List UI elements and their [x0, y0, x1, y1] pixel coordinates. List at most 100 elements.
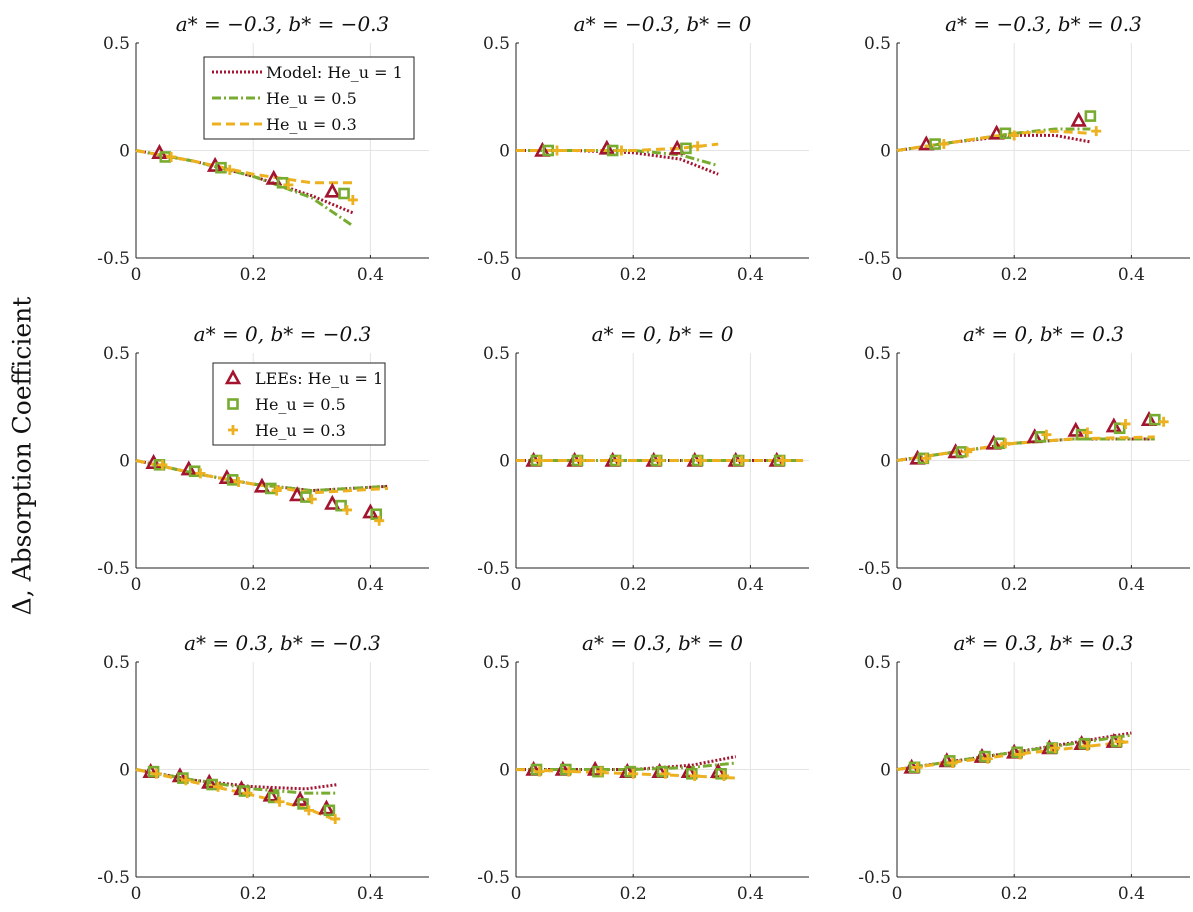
lees-marker-3	[777, 455, 788, 466]
lees-marker-1	[262, 786, 279, 802]
lees-marker-3	[1091, 126, 1102, 137]
lees-marker-3	[213, 781, 224, 792]
lees-marker-3	[330, 813, 341, 824]
lees-marker-1	[233, 780, 250, 796]
lees-marker-3	[347, 194, 358, 205]
x-tick-label: 0.2	[620, 575, 647, 595]
x-tick-label: 0.2	[1001, 575, 1028, 595]
lees-marker-3	[1015, 749, 1026, 760]
x-tick-label: 0.2	[240, 575, 267, 595]
lees-marker-3	[595, 766, 606, 777]
lees-marker-1	[324, 182, 341, 198]
lees-marker-3	[233, 477, 244, 487]
lees-marker-3	[180, 775, 191, 786]
x-tick-label: 0	[892, 265, 903, 285]
lees-marker-1	[985, 434, 1002, 450]
panel-6: 0 0.2 0.40.50-0.5a* = 0, b* = 0.3	[858, 322, 1190, 595]
y-tick-label: 0.5	[103, 653, 130, 673]
lees-marker-3	[552, 145, 563, 156]
panel-title: a* = −0.3, b* = 0.3	[945, 12, 1142, 36]
lees-marker-2	[370, 508, 383, 521]
legend-label: He_u = 0.3	[255, 421, 346, 440]
lees-marker-2	[624, 765, 637, 778]
x-tick-label: 0.4	[357, 265, 384, 285]
lees-marker-3	[1050, 743, 1061, 753]
x-tick-label: 0.2	[620, 265, 647, 285]
lees-marker-2	[560, 763, 572, 776]
x-tick-label: 0	[892, 884, 903, 904]
lees-marker-1	[201, 773, 218, 789]
y-tick-label: -0.5	[477, 559, 510, 579]
y-tick-label: -0.5	[97, 559, 130, 579]
model-line-2	[516, 761, 736, 771]
model-line-2	[896, 733, 1132, 771]
lees-marker-1	[909, 449, 926, 465]
lees-marker-3	[628, 768, 639, 779]
x-tick-label: 0.4	[357, 575, 384, 595]
lees-marker-3	[271, 485, 282, 496]
x-tick-label: 0.4	[357, 884, 384, 904]
lees-marker-2	[323, 804, 336, 817]
panel-7: 0 0.2 0.40.50-0.5a* = 0.3, b* = −0.3	[97, 631, 429, 904]
lees-marker-1	[1105, 417, 1123, 433]
y-tick-label: 0.5	[103, 34, 130, 54]
lees-marker-3	[616, 145, 627, 156]
x-tick-label: 0	[131, 884, 142, 904]
panel-title: a* = 0.3, b* = −0.3	[184, 631, 381, 655]
lees-marker-1	[680, 762, 698, 778]
lees-marker-3	[274, 796, 285, 807]
legend-model: Model: He_u = 1 He_u = 0.5 He_u = 0.3	[203, 56, 415, 140]
lees-marker-1	[171, 767, 189, 783]
lees-marker-3	[613, 455, 624, 466]
model-line-1	[896, 731, 1132, 771]
lees-marker-2	[530, 763, 543, 776]
lees-marker-1	[1070, 111, 1087, 127]
lees-marker-3	[1041, 429, 1052, 440]
y-tick-label: 0.5	[864, 344, 891, 364]
lees-marker-3	[654, 455, 665, 466]
lees-marker-3	[306, 494, 317, 505]
lees-marker-1	[598, 139, 616, 155]
y-tick-label: 0	[880, 452, 891, 472]
y-tick-label: 0.5	[483, 653, 510, 673]
panel-title: a* = 0.3, b* = 0	[582, 631, 743, 655]
lees-marker-2	[999, 127, 1012, 140]
x-tick-label: 0.2	[240, 884, 267, 904]
panel-4: 0 0.2 0.40.50-0.5a* = 0, b* = −0.3	[97, 322, 429, 595]
lees-marker-3	[157, 459, 168, 470]
lees-marker-3	[283, 179, 294, 190]
x-tick-label: 0.4	[737, 884, 764, 904]
y-tick-label: 0	[880, 761, 891, 781]
x-tick-label: 0	[131, 265, 142, 285]
lees-marker-2	[177, 772, 189, 784]
lees-marker-3	[736, 455, 747, 466]
x-tick-label: 0	[892, 575, 903, 595]
legend-marker-2	[227, 398, 239, 410]
lees-marker-3	[1114, 736, 1125, 747]
lees-marker-3	[1082, 427, 1093, 438]
lees-marker-2	[656, 765, 669, 778]
legend-marker-3	[228, 425, 238, 435]
y-tick-label: 0.5	[483, 34, 510, 54]
lees-marker-3	[563, 766, 574, 777]
lees-marker-3	[303, 805, 314, 816]
y-tick-label: 0.5	[864, 34, 891, 54]
legend-label: LEEs: He_u = 1	[255, 369, 383, 388]
lees-marker-2	[1011, 746, 1023, 759]
lees-marker-2	[215, 161, 227, 174]
panel-8: 0 0.2 0.40.50-0.5a* = 0.3, b* = 0	[477, 631, 809, 904]
x-tick-label: 0.2	[1001, 884, 1028, 904]
lees-marker-3	[166, 151, 177, 162]
y-tick-label: -0.5	[858, 249, 891, 269]
x-tick-label: 0	[511, 265, 522, 285]
panel-1: 0 0.2 0.40.50-0.5a* = −0.3, b* = −0.3	[97, 12, 429, 285]
panel-3: 0 0.2 0.40.50-0.5a* = −0.3, b* = 0.3	[858, 12, 1190, 285]
lees-marker-2	[1078, 737, 1091, 750]
y-tick-label: 0	[499, 452, 510, 472]
lees-marker-3	[151, 768, 162, 779]
lees-marker-3	[1158, 416, 1169, 427]
lees-marker-3	[695, 455, 706, 466]
lees-marker-3	[962, 446, 973, 457]
